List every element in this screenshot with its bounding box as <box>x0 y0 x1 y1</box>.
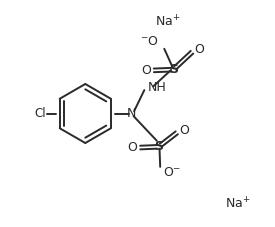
Text: N: N <box>127 107 136 120</box>
Text: S: S <box>155 140 164 153</box>
Text: Na$^{+}$: Na$^{+}$ <box>155 14 181 29</box>
Text: NH: NH <box>148 81 166 94</box>
Text: O$^{-}$: O$^{-}$ <box>163 166 181 179</box>
Text: Cl: Cl <box>34 107 46 120</box>
Text: $^{-}$O: $^{-}$O <box>140 35 159 48</box>
Text: O: O <box>141 64 151 77</box>
Text: O: O <box>128 141 138 154</box>
Text: O: O <box>180 124 189 137</box>
Text: Na$^{+}$: Na$^{+}$ <box>225 197 250 212</box>
Text: S: S <box>169 63 178 76</box>
Text: O: O <box>194 43 204 57</box>
